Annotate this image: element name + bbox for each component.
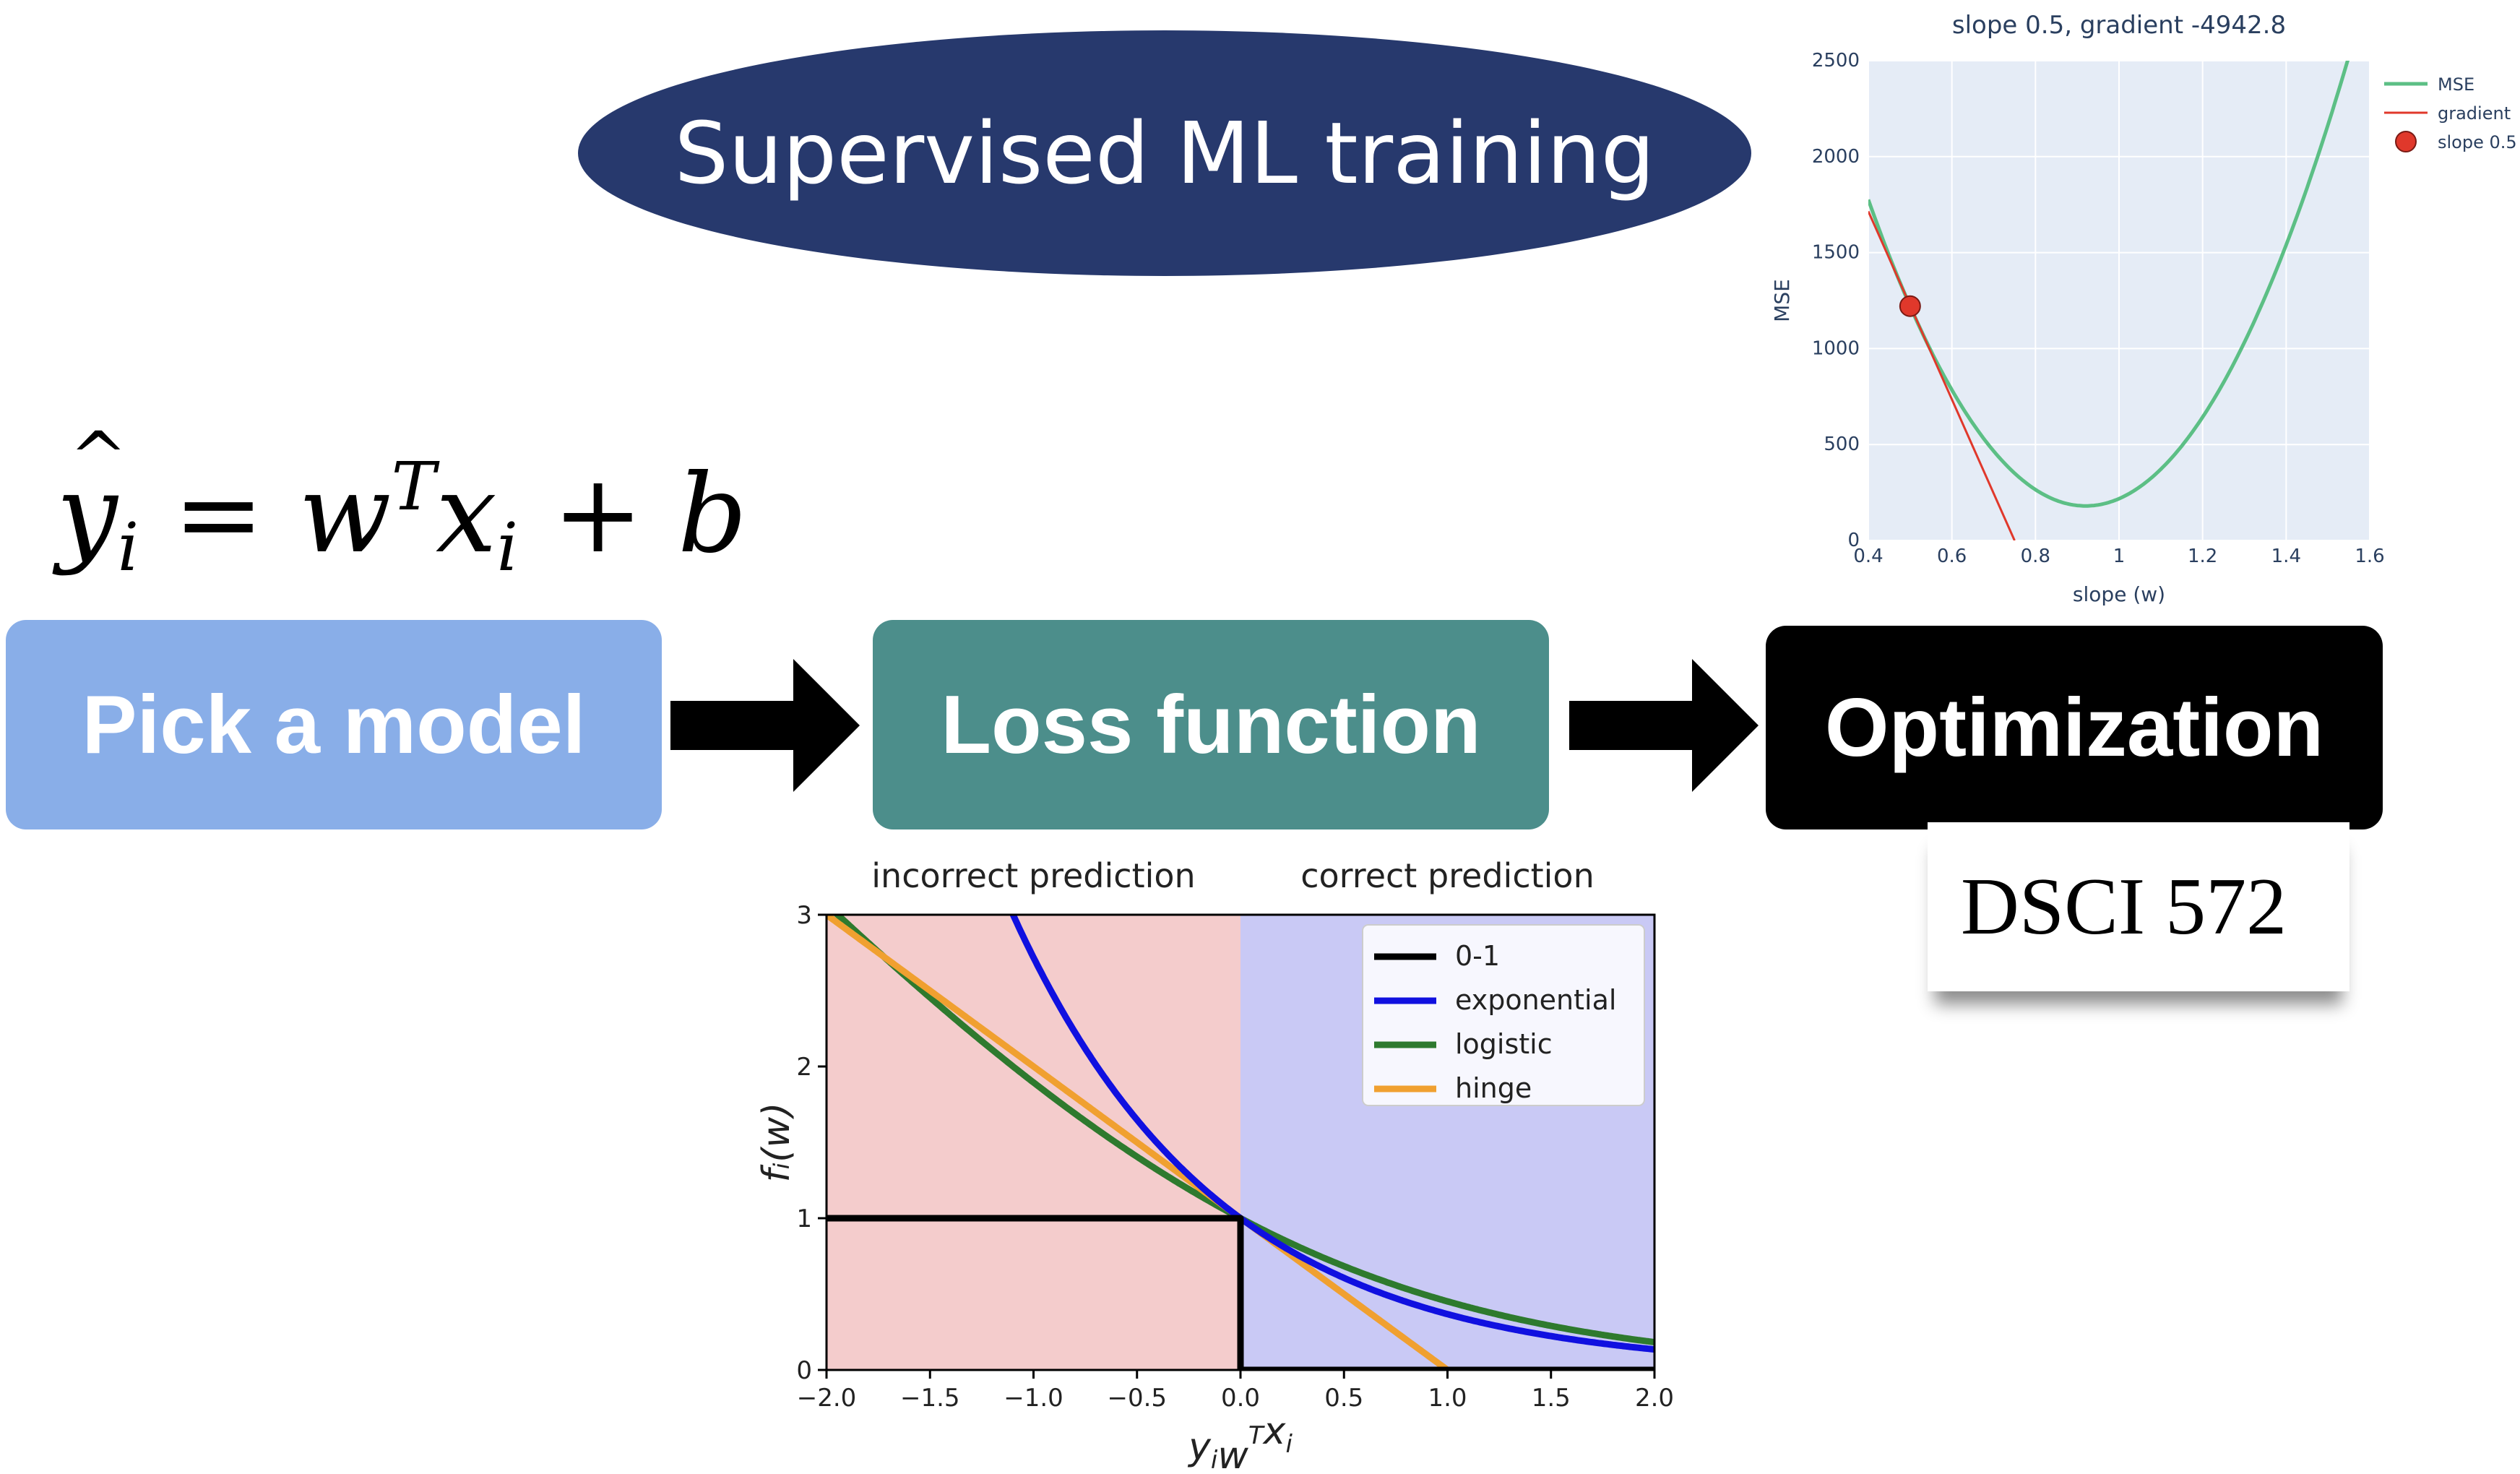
equation-x: x [436,452,497,577]
arrow-right-icon [1569,659,1759,792]
legend-box [1362,924,1645,1106]
y-tick-label: 2 [796,1053,812,1082]
title-ellipse: Supervised ML training [578,30,1751,276]
y-tick-label: 500 [1824,434,1860,455]
pick-model-label: Pick a model [82,678,586,771]
mse-chart: 0.4 0.6 0.8 1 1.2 1.4 1.6 0 500 1000 1500 2000 2500 s… [1770,11,2517,606]
y-tick-label: 0 [1847,530,1860,551]
x-axis-label-part: w [1217,1434,1248,1474]
equation-sub-i: i [117,509,139,586]
legend-label: 0-1 [1455,940,1500,972]
legend-label: logistic [1455,1028,1553,1060]
arrow-right-icon [670,659,860,792]
equation-sub-i2: i [496,509,519,586]
course-card: DSCI 572 [1928,822,2349,991]
y-tick-label: 1 [796,1204,812,1233]
equation-eq: = w [139,452,392,577]
y-tick-label: 2500 [1812,50,1860,72]
region-label: incorrect prediction [871,856,1195,895]
y-tick-label: 3 [796,901,812,930]
x-tick-label: −1.5 [900,1384,960,1413]
model-equation: yi = wTxi + b [56,423,748,581]
x-tick-label: 1.4 [2271,546,2301,567]
loss-function-box: Loss function [873,620,1549,829]
y-axis-label: MSE [1770,279,1794,322]
y-axis-label: fᵢ(w) [755,1103,798,1183]
x-tick-label: 0.4 [1853,546,1883,567]
y-tick-label: 1000 [1812,337,1860,359]
equation-yhat: y [56,423,127,569]
x-tick-label: −0.5 [1107,1384,1167,1413]
legend-label: exponential [1455,984,1616,1016]
x-axis-label-part: i [1211,1446,1218,1474]
legend-label: gradient [2438,103,2511,124]
pick-model-box: Pick a model [6,620,662,829]
mse-plot-group [1868,61,2349,540]
x-tick-label: −1.0 [1004,1384,1063,1413]
chart-title: slope 0.5, gradient -4942.8 [1952,11,2286,40]
x-tick-label: 1.2 [2188,546,2217,567]
series-line-0-1 [827,1215,1654,1370]
x-tick-label: 0.6 [1937,546,1967,567]
x-tick-label: 1.5 [1532,1384,1571,1413]
x-tick-label: 1 [2113,546,2126,567]
legend-label: slope 0.5 [2438,132,2517,152]
x-tick-label: 0.0 [1221,1384,1260,1413]
equation-sup-t: T [391,448,436,525]
legend-label: hinge [1455,1072,1532,1104]
y-tick-label: 1500 [1812,242,1860,264]
slope-point [1899,295,1921,317]
region-label: correct prediction [1300,856,1594,895]
optimization-box: Optimization [1766,626,2383,829]
x-tick-label: 0.5 [1324,1384,1363,1413]
region-bg [827,915,1240,1370]
loss-plot-group [827,915,1654,1370]
x-axis-label-part: x [1262,1410,1287,1453]
x-axis-label: slope (w) [2073,582,2165,606]
x-tick-label: −2.0 [797,1384,857,1413]
x-tick-label: 2.0 [1635,1384,1674,1413]
x-tick-label: 1.6 [2355,546,2384,567]
x-axis-label-part: i [1285,1430,1293,1459]
loss-function-label: Loss function [941,678,1481,771]
gradient-line [1868,210,2016,540]
equation-plus-b: + b [518,452,748,577]
optimization-label: Optimization [1824,681,2324,774]
diagram-title: Supervised ML training [674,103,1655,203]
legend-label: MSE [2438,74,2474,95]
x-axis-label: yiwTxi [1187,1410,1293,1474]
mse-line [1868,61,2349,508]
course-label: DSCI 572 [1961,861,2287,952]
loss-chart: incorrect prediction correct prediction −2… [755,856,1674,1474]
y-tick-label: 0 [796,1356,812,1385]
x-tick-label: 1.0 [1428,1384,1467,1413]
x-axis-label-part: T [1248,1421,1265,1450]
y-tick-label: 2000 [1812,146,1860,168]
legend-marker [2395,131,2417,152]
x-axis-label-part: y [1187,1426,1212,1469]
x-tick-label: 0.8 [2021,546,2050,567]
